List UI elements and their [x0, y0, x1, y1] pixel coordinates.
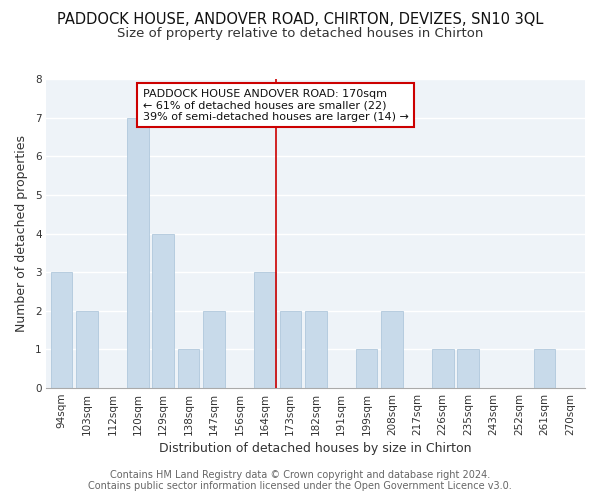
Y-axis label: Number of detached properties: Number of detached properties	[15, 135, 28, 332]
Bar	[76, 311, 98, 388]
Text: Contains HM Land Registry data © Crown copyright and database right 2024.: Contains HM Land Registry data © Crown c…	[110, 470, 490, 480]
X-axis label: Distribution of detached houses by size in Chirton: Distribution of detached houses by size …	[160, 442, 472, 455]
Bar	[152, 234, 174, 388]
Bar	[51, 272, 73, 388]
Bar	[305, 311, 326, 388]
Bar	[254, 272, 276, 388]
Text: PADDOCK HOUSE, ANDOVER ROAD, CHIRTON, DEVIZES, SN10 3QL: PADDOCK HOUSE, ANDOVER ROAD, CHIRTON, DE…	[57, 12, 543, 28]
Bar	[203, 311, 225, 388]
Bar	[178, 350, 199, 388]
Bar	[457, 350, 479, 388]
Text: PADDOCK HOUSE ANDOVER ROAD: 170sqm
← 61% of detached houses are smaller (22)
39%: PADDOCK HOUSE ANDOVER ROAD: 170sqm ← 61%…	[143, 88, 409, 122]
Text: Contains public sector information licensed under the Open Government Licence v3: Contains public sector information licen…	[88, 481, 512, 491]
Bar	[432, 350, 454, 388]
Bar	[280, 311, 301, 388]
Bar	[533, 350, 555, 388]
Bar	[356, 350, 377, 388]
Text: Size of property relative to detached houses in Chirton: Size of property relative to detached ho…	[117, 28, 483, 40]
Bar	[381, 311, 403, 388]
Bar	[127, 118, 149, 388]
